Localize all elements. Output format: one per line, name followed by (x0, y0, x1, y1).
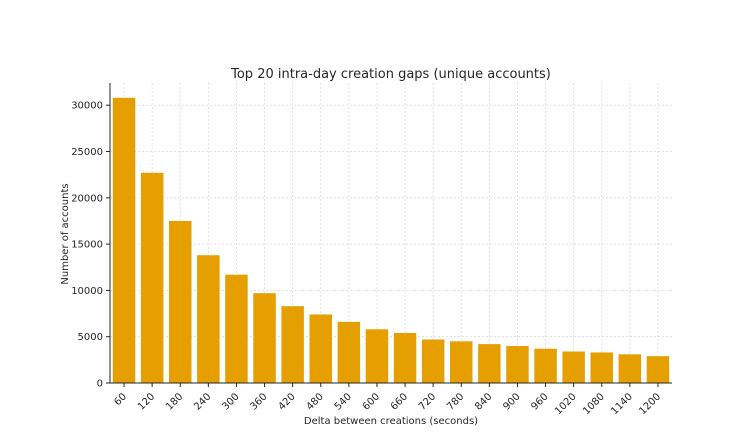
bar-660 (393, 333, 417, 383)
x-tick-label: 360 (248, 391, 269, 412)
bar-900 (506, 345, 529, 383)
x-tick-label: 60 (112, 391, 129, 408)
axes-layer (109, 83, 672, 384)
grid-layer (110, 83, 672, 384)
bar-480 (309, 314, 332, 383)
bar-1080 (590, 352, 613, 383)
x-tick-label: 120 (136, 391, 157, 412)
x-tick-label: 540 (333, 391, 354, 412)
x-axis-label: Delta between creations (seconds) (304, 416, 478, 427)
bar-840 (478, 344, 501, 383)
y-axis-label: Number of accounts (60, 183, 71, 284)
y-tick-label: 30000 (71, 101, 103, 112)
bar-300 (225, 274, 248, 383)
bar-360 (253, 293, 276, 383)
y-tick-label: 0 (97, 379, 103, 390)
x-tick-label: 660 (389, 391, 410, 412)
bar-1020 (562, 351, 585, 383)
y-ticks-layer: 0 5000 10000 15000 20000 25000 30000 (71, 101, 110, 390)
x-ticks-layer: 60 120 180 240 300 360 420 480 540 600 660 720 780 84… (112, 383, 663, 417)
bar-1200 (646, 356, 670, 383)
bar-420 (281, 306, 304, 383)
x-tick-label: 720 (417, 391, 438, 412)
bar-600 (365, 329, 389, 383)
bar-180 (169, 220, 192, 383)
chart-title: Top 20 intra-day creation gaps (unique a… (230, 67, 551, 82)
x-tick-label: 600 (361, 391, 382, 412)
x-tick-label: 1080 (581, 391, 607, 417)
y-tick-label: 5000 (78, 332, 103, 343)
x-tick-label: 1140 (609, 391, 635, 417)
bars-layer (112, 97, 670, 383)
bar-60 (112, 97, 136, 383)
x-tick-label: 1200 (637, 391, 663, 417)
bar-120 (140, 172, 164, 383)
x-tick-label: 1020 (553, 391, 579, 417)
y-tick-label: 25000 (71, 147, 103, 158)
x-tick-label: 840 (473, 391, 494, 412)
x-tick-label: 960 (529, 391, 550, 412)
x-tick-label: 900 (501, 391, 522, 412)
y-tick-label: 20000 (71, 193, 103, 204)
bar-240 (197, 255, 220, 383)
bar-780 (450, 341, 473, 383)
bar-1140 (618, 354, 642, 383)
x-tick-label: 420 (276, 391, 297, 412)
bar-540 (337, 321, 361, 383)
x-tick-label: 180 (164, 391, 185, 412)
bar-720 (421, 339, 445, 383)
x-tick-label: 480 (305, 391, 326, 412)
x-tick-label: 240 (192, 391, 213, 412)
bar-960 (534, 348, 557, 383)
x-tick-label: 300 (220, 391, 241, 412)
y-tick-label: 15000 (71, 240, 103, 251)
x-tick-label: 780 (445, 391, 466, 412)
y-tick-label: 10000 (71, 286, 103, 297)
